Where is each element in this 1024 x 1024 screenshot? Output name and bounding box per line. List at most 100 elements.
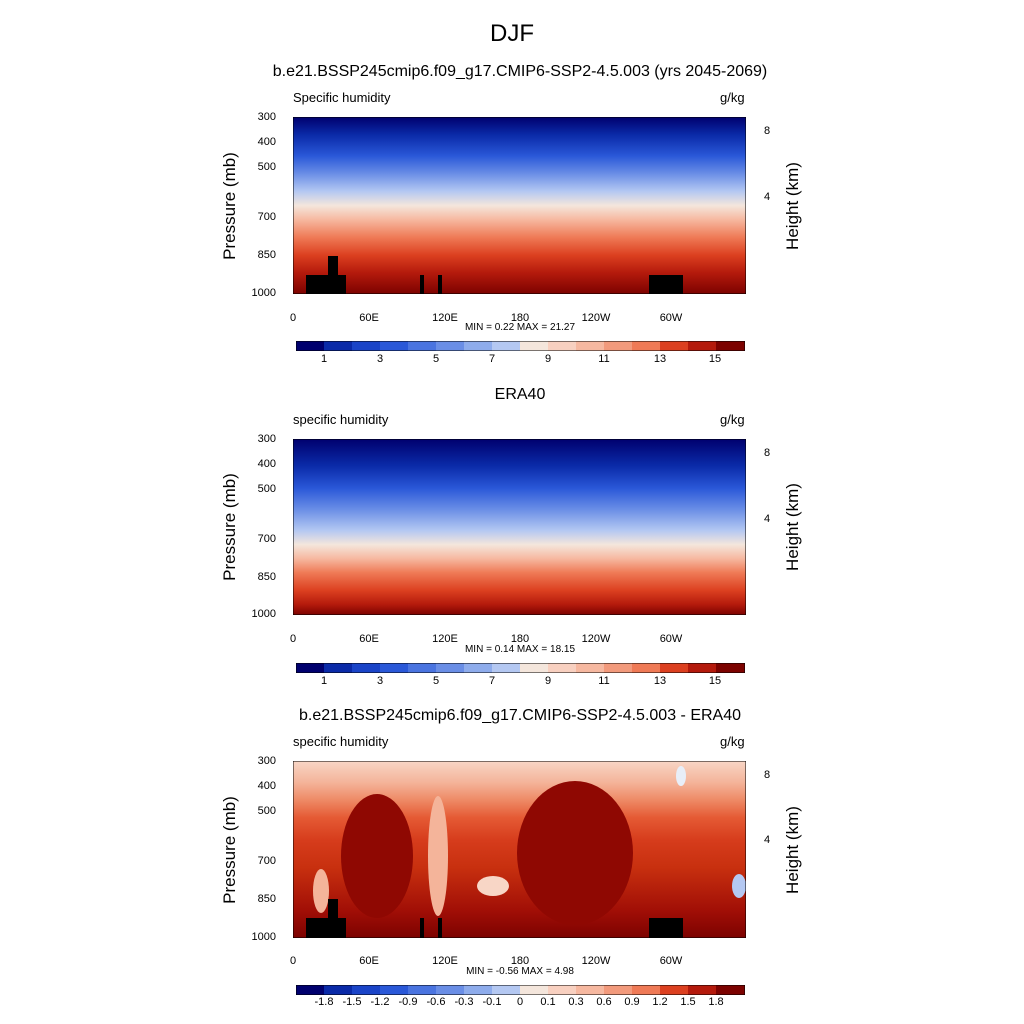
panel-3-xtick: 120W bbox=[581, 955, 611, 967]
panel-1-ylabel: Pressure (mb) bbox=[220, 152, 239, 260]
panel-3-colorbar-label: 0.9 bbox=[624, 996, 640, 1008]
panel-3-ytick: 300 bbox=[257, 755, 276, 767]
panel-3-xtick: 60W bbox=[659, 955, 683, 967]
panel-2-xtick: 120W bbox=[581, 633, 611, 645]
panel-2-y2tick: 4 bbox=[764, 513, 771, 525]
panel-3-xtick: 180 bbox=[510, 955, 530, 967]
panel-1-ytick: 300 bbox=[257, 111, 276, 123]
panel-2-units-label: g/kg bbox=[720, 412, 745, 427]
panel-2-colorbar-label: 9 bbox=[544, 675, 552, 687]
panel-3-y2label: Height (km) bbox=[783, 806, 802, 894]
panel-1-ytick: 400 bbox=[257, 136, 276, 148]
panel-1-xtick: 180 bbox=[510, 312, 530, 324]
panel-3-ylabel: Pressure (mb) bbox=[220, 796, 239, 904]
panel-1-variable-label: Specific humidity bbox=[293, 90, 391, 105]
panel-3-minmax: MIN = -0.56 MAX = 4.98 bbox=[466, 966, 574, 977]
panel-1-ytick: 700 bbox=[257, 211, 276, 223]
panel-2-colorbar-label: 11 bbox=[598, 675, 610, 687]
panel-3-variable-label: specific humidity bbox=[293, 734, 389, 749]
panel-3-colorbar-label: -1.2 bbox=[370, 996, 390, 1008]
panel-1-y2tick: 4 bbox=[764, 191, 771, 203]
panel-2-colorbar-label: 3 bbox=[376, 675, 384, 687]
panel-1-minmax: MIN = 0.22 MAX = 21.27 bbox=[464, 322, 576, 333]
panel-3-colorbar-label: 0.3 bbox=[568, 996, 584, 1008]
panel-1-colorbar bbox=[296, 341, 745, 351]
panel-3-ytick: 1000 bbox=[251, 931, 276, 943]
panel-1-xtick: 60W bbox=[659, 312, 683, 324]
panel-2-ytick: 700 bbox=[257, 533, 276, 545]
panel-3-plot-area bbox=[293, 761, 746, 938]
panel-1-xtick: 0 bbox=[289, 312, 297, 324]
panel-1-colorbar-label: 11 bbox=[598, 353, 610, 365]
panel-3-colorbar-label: 1.8 bbox=[708, 996, 724, 1008]
panel-2-y2tick: 8 bbox=[764, 447, 771, 459]
panel-3-ytick: 500 bbox=[257, 805, 276, 817]
panel-1-colorbar-label: 7 bbox=[488, 353, 496, 365]
panel-1-xtick: 60E bbox=[359, 312, 379, 324]
panel-2-y2label: Height (km) bbox=[783, 483, 802, 571]
panel-2-xtick: 0 bbox=[289, 633, 297, 645]
panel-3-colorbar-label: 1.5 bbox=[680, 996, 696, 1008]
panel-1-colorbar-label: 15 bbox=[708, 353, 722, 365]
panel-2-ytick: 1000 bbox=[251, 608, 276, 620]
panel-1-units-label: g/kg bbox=[720, 90, 745, 105]
panel-3-ytick: 700 bbox=[257, 855, 276, 867]
panel-3-colorbar-label: 0.1 bbox=[540, 996, 556, 1008]
panel-1-topography-mask bbox=[306, 256, 683, 294]
panel-3-xtick: 120E bbox=[432, 955, 458, 967]
panel-2-xtick: 60E bbox=[359, 633, 379, 645]
panel-1-colorbar-label: 1 bbox=[320, 353, 328, 365]
panel-1-xtick: 120W bbox=[581, 312, 611, 324]
panel-2-plot-area bbox=[293, 439, 746, 615]
panel-2-colorbar-label: 1 bbox=[320, 675, 328, 687]
panel-2-minmax: MIN = 0.14 MAX = 18.15 bbox=[464, 644, 576, 655]
panel-2-colorbar-label: 13 bbox=[653, 675, 667, 687]
panel-3-colorbar-label: -0.1 bbox=[482, 996, 502, 1008]
panel-1-ytick: 500 bbox=[257, 161, 276, 173]
panel-3-colorbar-label: 0.6 bbox=[596, 996, 612, 1008]
panel-1-colorbar-label: 9 bbox=[544, 353, 552, 365]
panel-1-ytick: 850 bbox=[257, 249, 276, 261]
figure-title: DJF bbox=[490, 20, 534, 47]
panel-1-xtick: 120E bbox=[432, 312, 458, 324]
panel-3-units-label: g/kg bbox=[720, 734, 745, 749]
panel-1-ytick: 1000 bbox=[251, 287, 276, 299]
panel-3-xtick: 0 bbox=[289, 955, 297, 967]
panel-3-colorbar-label: -0.6 bbox=[426, 996, 446, 1008]
panel-1-y2tick: 8 bbox=[764, 125, 771, 137]
panel-2-ytick: 850 bbox=[257, 571, 276, 583]
panel-1-title: b.e21.BSSP245cmip6.f09_g17.CMIP6-SSP2-4.… bbox=[272, 63, 768, 80]
panel-3-ytick: 850 bbox=[257, 893, 276, 905]
panel-2-colorbar-label: 15 bbox=[708, 675, 722, 687]
panel-3-y2tick: 8 bbox=[764, 769, 771, 781]
panel-3-title: b.e21.BSSP245cmip6.f09_g17.CMIP6-SSP2-4.… bbox=[298, 707, 742, 724]
panel-2-colorbar-label: 5 bbox=[432, 675, 440, 687]
panel-3-colorbar-label: 1.2 bbox=[652, 996, 668, 1008]
panel-1-colorbar-label: 5 bbox=[432, 353, 440, 365]
panel-3-colorbar-label: 0 bbox=[516, 996, 524, 1008]
panel-1-y2label: Height (km) bbox=[783, 162, 802, 250]
panel-2-xtick: 60W bbox=[659, 633, 683, 645]
panel-3-colorbar-label: -0.3 bbox=[454, 996, 474, 1008]
panel-3-topography-mask bbox=[306, 899, 683, 938]
panel-2-xtick: 180 bbox=[510, 633, 530, 645]
panel-2-xtick: 120E bbox=[432, 633, 458, 645]
panel-2-ytick: 500 bbox=[257, 483, 276, 495]
panel-3-colorbar-label: -1.5 bbox=[342, 996, 362, 1008]
panel-3-colorbar-label: -1.8 bbox=[314, 996, 334, 1008]
panel-3-ytick: 400 bbox=[257, 780, 276, 792]
panel-2-ytick: 400 bbox=[257, 458, 276, 470]
panel-3-xtick: 60E bbox=[359, 955, 379, 967]
panel-3-y2tick: 4 bbox=[764, 834, 771, 846]
panel-2-ytick: 300 bbox=[257, 433, 276, 445]
panel-3-colorbar-label: -0.9 bbox=[398, 996, 418, 1008]
panel-2-variable-label: specific humidity bbox=[293, 412, 389, 427]
panel-2-colorbar bbox=[296, 663, 745, 673]
panel-2-title: ERA40 bbox=[494, 386, 546, 403]
panel-1-plot-area bbox=[293, 117, 746, 294]
panel-1-colorbar-label: 3 bbox=[376, 353, 384, 365]
panel-1-colorbar-label: 13 bbox=[653, 353, 667, 365]
panel-3-colorbar bbox=[296, 985, 745, 995]
panel-2-colorbar-label: 7 bbox=[488, 675, 496, 687]
panel-2-ylabel: Pressure (mb) bbox=[220, 473, 239, 581]
